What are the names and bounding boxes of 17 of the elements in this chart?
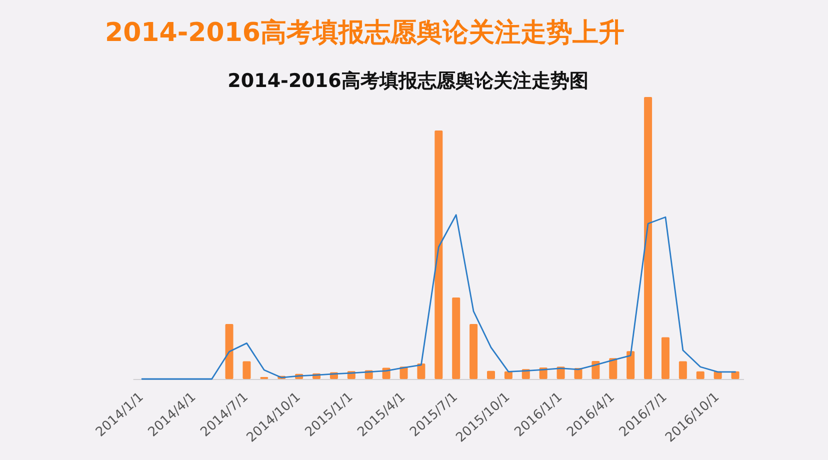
chart-title: 2014-2016高考填报志愿舆论关注走势上升 bbox=[105, 18, 625, 48]
bar bbox=[592, 360, 600, 379]
bar bbox=[644, 97, 652, 379]
bar bbox=[486, 370, 495, 379]
bar bbox=[626, 351, 635, 379]
bar bbox=[242, 361, 251, 379]
chart-subtitle: 2014-2016高考填报志愿舆论关注走势图 bbox=[228, 70, 588, 92]
bar bbox=[504, 371, 512, 379]
bar bbox=[661, 337, 670, 379]
bar bbox=[696, 371, 704, 379]
bar bbox=[609, 358, 618, 379]
bar bbox=[452, 298, 460, 379]
bar bbox=[678, 361, 687, 379]
bar bbox=[434, 130, 443, 379]
bar bbox=[470, 324, 478, 379]
bar bbox=[417, 363, 426, 379]
bar bbox=[225, 324, 234, 379]
